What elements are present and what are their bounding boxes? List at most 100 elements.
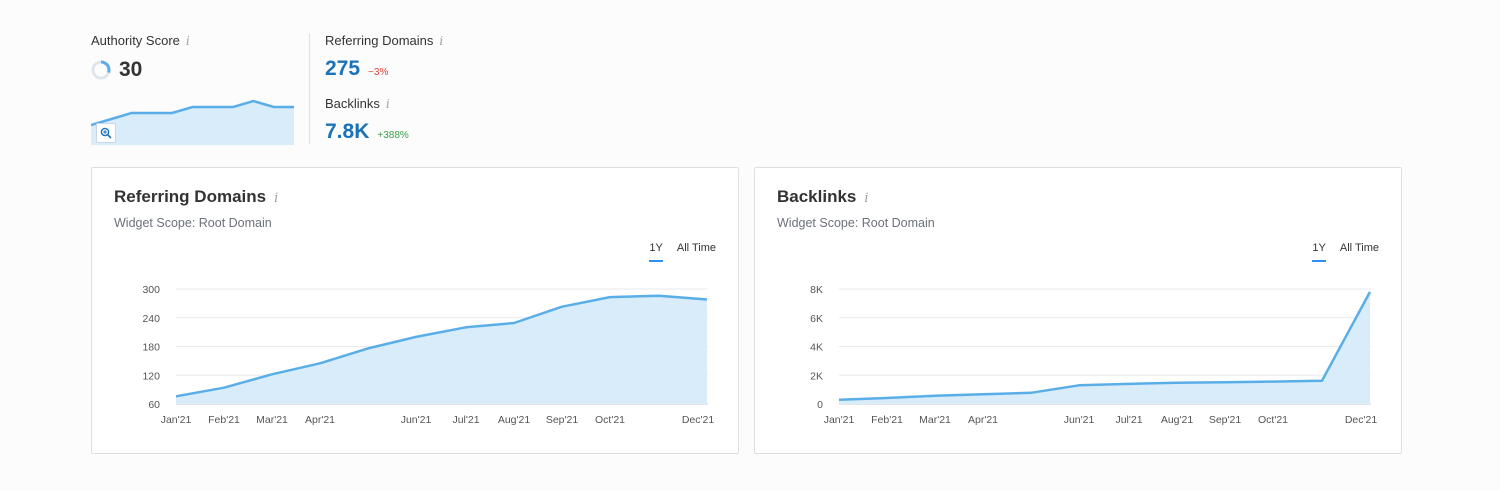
- info-icon[interactable]: i: [385, 97, 390, 111]
- data-point[interactable]: [654, 291, 664, 301]
- x-tick-label: Oct'21: [595, 414, 625, 426]
- card-title: Backlinks i: [777, 187, 869, 207]
- data-point[interactable]: [1317, 376, 1327, 386]
- summary-divider: [309, 33, 310, 144]
- data-point[interactable]: [411, 332, 421, 342]
- x-tick-label: Dec'21: [1345, 414, 1378, 426]
- x-tick-label: Jul'21: [452, 414, 479, 426]
- info-icon[interactable]: i: [864, 191, 869, 206]
- widget-scope-label: Widget Scope: Root Domain: [777, 216, 935, 230]
- y-tick-label: 2K: [810, 370, 823, 382]
- info-icon[interactable]: i: [274, 191, 279, 206]
- referring-domains-metric: Referring Domains i 275 −3%: [325, 33, 443, 81]
- y-tick-label: 6K: [810, 313, 823, 325]
- x-tick-label: Jan'21: [824, 414, 855, 426]
- series-line: [175, 294, 708, 398]
- data-point[interactable]: [605, 292, 615, 302]
- data-point[interactable]: [1074, 380, 1084, 390]
- authority-score-ring-icon: [91, 60, 111, 80]
- backlinks-card: 8K 6K 4K 2K 0 Jan'21 Feb'21 Mar'21 Apr'21 Jun'21 J…: [754, 167, 1402, 454]
- authority-sparkline-area: [91, 101, 294, 145]
- backlinks-value[interactable]: 7.8K: [325, 120, 370, 143]
- tab-1y[interactable]: 1Y: [1312, 242, 1326, 262]
- authority-score-row: 30: [91, 58, 294, 82]
- y-tick-label: 120: [142, 370, 160, 382]
- x-tick-label: Feb'21: [871, 414, 903, 426]
- backlinks-row: 7.8K +388%: [325, 120, 409, 144]
- referring-domains-label-text: Referring Domains: [325, 33, 434, 48]
- data-point[interactable]: [930, 391, 940, 401]
- authority-score-label-text: Authority Score: [91, 33, 180, 48]
- series-area: [176, 295, 707, 404]
- data-point[interactable]: [702, 295, 712, 305]
- card-title-text: Backlinks: [777, 187, 857, 206]
- data-point[interactable]: [1026, 388, 1036, 398]
- x-tick-label: Mar'21: [919, 414, 951, 426]
- data-point[interactable]: [1365, 287, 1375, 297]
- authority-score-sparkline: [91, 99, 294, 145]
- referring-domains-card: 300 240 180 120 60 Jan'21 Feb'21 Mar'21 Apr'21 Ju…: [91, 167, 739, 454]
- range-tabs: 1Y All Time: [649, 242, 716, 262]
- data-point[interactable]: [557, 302, 567, 312]
- y-tick-label: 8K: [810, 284, 823, 296]
- data-point[interactable]: [461, 322, 471, 332]
- backlinks-label-text: Backlinks: [325, 96, 380, 111]
- data-point[interactable]: [509, 318, 519, 328]
- x-tick-label: Dec'21: [682, 414, 715, 426]
- data-point[interactable]: [219, 383, 229, 393]
- series-line: [838, 291, 1372, 401]
- x-tick-label: Jun'21: [1064, 414, 1095, 426]
- referring-domains-label: Referring Domains i: [325, 33, 443, 48]
- card-title: Referring Domains i: [114, 187, 278, 207]
- x-tick-label: Mar'21: [256, 414, 288, 426]
- authority-score-label: Authority Score i: [91, 33, 294, 48]
- authority-score-widget: Authority Score i 30: [91, 33, 294, 145]
- x-tick-label: Oct'21: [1258, 414, 1288, 426]
- backlinks-label: Backlinks i: [325, 96, 409, 111]
- y-tick-label: 4K: [810, 342, 823, 354]
- data-point[interactable]: [1268, 377, 1278, 387]
- series-area: [839, 291, 1370, 404]
- x-tick-label: Apr'21: [968, 414, 998, 426]
- data-point[interactable]: [978, 389, 988, 399]
- tab-all-time[interactable]: All Time: [1339, 242, 1379, 254]
- x-tick-label: Aug'21: [498, 414, 531, 426]
- tab-1y[interactable]: 1Y: [649, 242, 663, 262]
- zoom-button[interactable]: [96, 123, 116, 143]
- info-icon[interactable]: i: [439, 34, 444, 48]
- tab-all-time[interactable]: All Time: [676, 242, 716, 254]
- referring-domains-value[interactable]: 275: [325, 57, 361, 80]
- data-point[interactable]: [315, 358, 325, 368]
- data-point[interactable]: [834, 395, 844, 405]
- x-tick-label: Feb'21: [208, 414, 240, 426]
- data-point[interactable]: [1172, 378, 1182, 388]
- data-point[interactable]: [363, 343, 373, 353]
- x-tick-label: Sep'21: [546, 414, 579, 426]
- y-tick-label: 240: [142, 313, 160, 325]
- x-tick-label: Sep'21: [1209, 414, 1242, 426]
- range-tabs: 1Y All Time: [1312, 242, 1379, 262]
- data-point[interactable]: [1220, 377, 1230, 387]
- referring-domains-delta: −3%: [368, 67, 389, 78]
- y-tick-label: 60: [148, 399, 160, 411]
- backlinks-metric: Backlinks i 7.8K +388%: [325, 96, 409, 144]
- data-point[interactable]: [267, 369, 277, 379]
- referring-domains-row: 275 −3%: [325, 57, 443, 81]
- y-tick-label: 180: [142, 342, 160, 354]
- data-point[interactable]: [171, 391, 181, 401]
- y-tick-label: 0: [817, 399, 823, 411]
- backlinks-delta: +388%: [377, 130, 409, 141]
- card-title-text: Referring Domains: [114, 187, 267, 206]
- x-tick-label: Jul'21: [1115, 414, 1142, 426]
- widget-scope-label: Widget Scope: Root Domain: [114, 216, 272, 230]
- zoom-in-icon: [100, 127, 112, 139]
- data-point[interactable]: [1124, 379, 1134, 389]
- x-tick-label: Aug'21: [1161, 414, 1194, 426]
- info-icon[interactable]: i: [185, 34, 190, 48]
- data-point[interactable]: [882, 393, 892, 403]
- authority-sparkline-line: [91, 99, 294, 127]
- x-tick-label: Apr'21: [305, 414, 335, 426]
- x-tick-label: Jan'21: [161, 414, 192, 426]
